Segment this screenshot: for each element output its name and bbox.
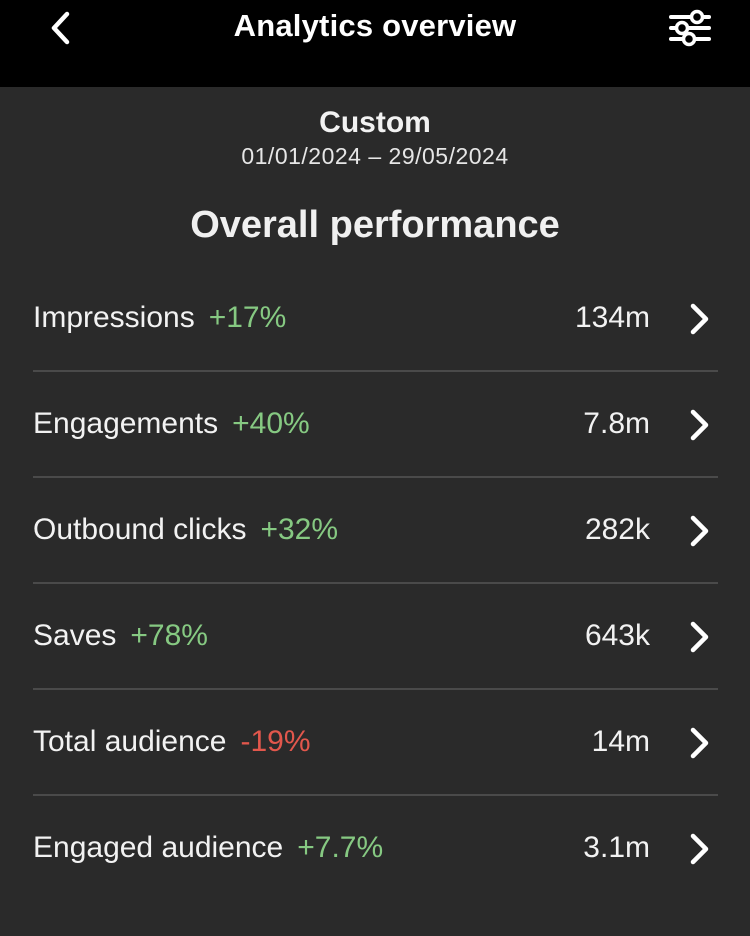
metric-label: Engagements — [33, 407, 219, 440]
back-button[interactable] — [38, 6, 82, 50]
metric-row-outbound-clicks[interactable]: Outbound clicks +32% 282k — [33, 478, 718, 584]
chevron-right-icon — [690, 303, 709, 335]
metric-label-group: Impressions +17% — [33, 301, 286, 335]
metric-row-engaged-audience[interactable]: Engaged audience +7.7% 3.1m — [33, 796, 718, 900]
metric-label: Impressions — [33, 301, 195, 334]
metric-change: -19% — [240, 725, 311, 758]
metric-change: +17% — [208, 301, 287, 334]
metric-label: Outbound clicks — [33, 513, 247, 546]
metrics-list: Impressions +17% 134m Engagements +40% 7.8… — [33, 266, 718, 900]
metric-label: Saves — [33, 619, 117, 652]
metric-value: 7.8m — [583, 407, 650, 440]
chevron-left-icon — [51, 11, 70, 45]
metric-change: +7.7% — [297, 831, 384, 864]
metric-value: 14m — [591, 725, 650, 758]
metric-label-group: Engaged audience +7.7% — [33, 831, 383, 865]
chevron-right-icon — [690, 621, 709, 653]
metric-change: +40% — [232, 407, 310, 440]
metric-label-group: Saves +78% — [33, 619, 208, 653]
chevron-right-icon — [690, 409, 709, 441]
metric-value: 3.1m — [583, 831, 650, 864]
page-title: Analytics overview — [233, 8, 517, 43]
metric-row-total-audience[interactable]: Total audience -19% 14m — [33, 690, 718, 796]
metric-row-impressions[interactable]: Impressions +17% 134m — [33, 266, 718, 372]
chevron-right-icon — [690, 833, 709, 865]
chevron-right-icon — [690, 515, 709, 547]
filter-button[interactable] — [664, 4, 716, 52]
metric-change: +78% — [130, 619, 208, 652]
metric-label-group: Outbound clicks +32% — [33, 513, 338, 547]
metric-label: Engaged audience — [33, 831, 284, 864]
metric-row-saves[interactable]: Saves +78% 643k — [33, 584, 718, 690]
metric-value: 282k — [584, 513, 650, 546]
sliders-icon — [669, 9, 711, 47]
metric-label-group: Engagements +40% — [33, 407, 310, 441]
date-range[interactable]: Custom 01/01/2024 – 29/05/2024 — [0, 104, 750, 170]
metric-row-engagements[interactable]: Engagements +40% 7.8m — [33, 372, 718, 478]
section-title: Overall performance — [190, 204, 560, 246]
metric-change: +32% — [260, 513, 339, 546]
chevron-right-icon — [690, 727, 709, 759]
top-bar: Analytics overview — [0, 0, 750, 87]
metric-value: 134m — [574, 301, 650, 334]
metric-label-group: Total audience -19% — [33, 725, 311, 759]
date-range-name: Custom — [319, 106, 431, 139]
metric-value: 643k — [584, 619, 650, 652]
date-range-dates: 01/01/2024 – 29/05/2024 — [241, 143, 509, 169]
metric-label: Total audience — [33, 725, 227, 758]
